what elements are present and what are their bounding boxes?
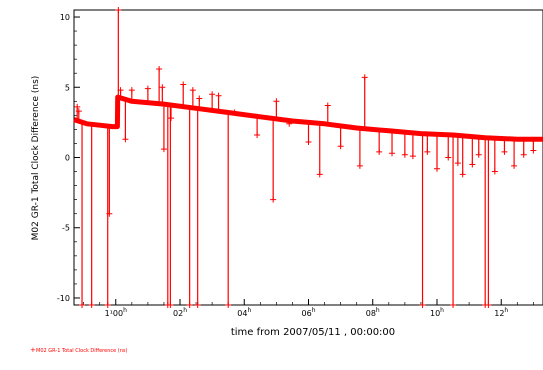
spike-marker [168, 115, 175, 122]
legend-label: M02 GR-1 Total Clock Difference (ns) [36, 348, 128, 354]
spike-marker [450, 302, 457, 308]
x-axis-label: time from 2007/05/11 , 00:00:00 [231, 327, 395, 338]
spike-marker [475, 151, 482, 158]
spike-marker [74, 103, 81, 110]
spike-marker [180, 81, 187, 88]
y-tick-label: 10 [60, 13, 70, 22]
spike-marker [305, 139, 312, 146]
x-tick-label: 02h [173, 307, 187, 318]
spike-marker [469, 161, 476, 168]
spike-marker [445, 154, 452, 161]
spike-marker [144, 85, 151, 92]
spike-marker [122, 136, 129, 143]
spike-marker [156, 66, 163, 72]
spike-marker [270, 196, 277, 203]
spike-marker [459, 171, 466, 178]
x-tick-label: 10h [430, 307, 444, 318]
spike-marker [361, 74, 368, 81]
spike-marker [511, 162, 518, 169]
x-tick-label: 1¹00h [105, 307, 127, 318]
spike-marker [409, 153, 416, 160]
y-axis-label: M02 GR-1 Total Clock Difference (ns) [31, 76, 41, 241]
spike-marker [160, 146, 167, 153]
spike-marker [186, 302, 193, 308]
spike-marker [194, 302, 201, 308]
spike-marker [79, 302, 86, 308]
spike-marker [88, 302, 95, 308]
legend-marker-icon: + [30, 346, 36, 354]
spike-marker [424, 148, 431, 155]
spike-marker [316, 171, 323, 178]
y-tick-label: 5 [65, 83, 70, 92]
y-tick-label: -5 [62, 224, 70, 233]
spike-marker [215, 92, 222, 99]
spike-marker [159, 84, 166, 91]
spike-marker [454, 160, 461, 167]
spike-marker [231, 109, 238, 116]
spike-marker [254, 132, 261, 139]
spike-marker [75, 108, 82, 115]
spike-marker [501, 148, 508, 155]
spike-marker [106, 210, 113, 217]
series-baseline [73, 94, 543, 142]
spike-marker [209, 91, 216, 98]
spike-marker [189, 87, 196, 94]
spike-marker [356, 162, 363, 169]
spike-marker [117, 87, 124, 94]
y-tick-label: -10 [57, 294, 70, 303]
spike-marker [433, 165, 440, 172]
spike-marker [485, 302, 492, 308]
spike-marker [128, 87, 135, 94]
spike-marker [389, 150, 396, 157]
x-tick-label: 04h [237, 307, 251, 318]
spike-marker [530, 147, 537, 154]
spike-marker [376, 148, 383, 155]
spike-marker [286, 120, 293, 127]
legend: + M02 GR-1 Total Clock Difference (ns) [30, 346, 128, 354]
spike-marker [491, 168, 498, 175]
x-tick-label: 06h [302, 307, 316, 318]
spike-marker [225, 302, 232, 308]
spike-marker [520, 151, 527, 158]
spike-marker [115, 7, 122, 13]
spike-marker [104, 302, 111, 308]
spike-marker [324, 102, 331, 109]
x-tick-label: 08h [366, 307, 380, 318]
spike-marker [167, 302, 174, 308]
spike-marker [273, 98, 280, 105]
spike-marker [401, 151, 408, 158]
y-tick-label: 0 [65, 154, 70, 163]
spike-marker [196, 95, 203, 102]
x-tick-label: 12h [494, 307, 508, 318]
spike-marker [419, 302, 426, 308]
spike-marker [337, 143, 344, 150]
